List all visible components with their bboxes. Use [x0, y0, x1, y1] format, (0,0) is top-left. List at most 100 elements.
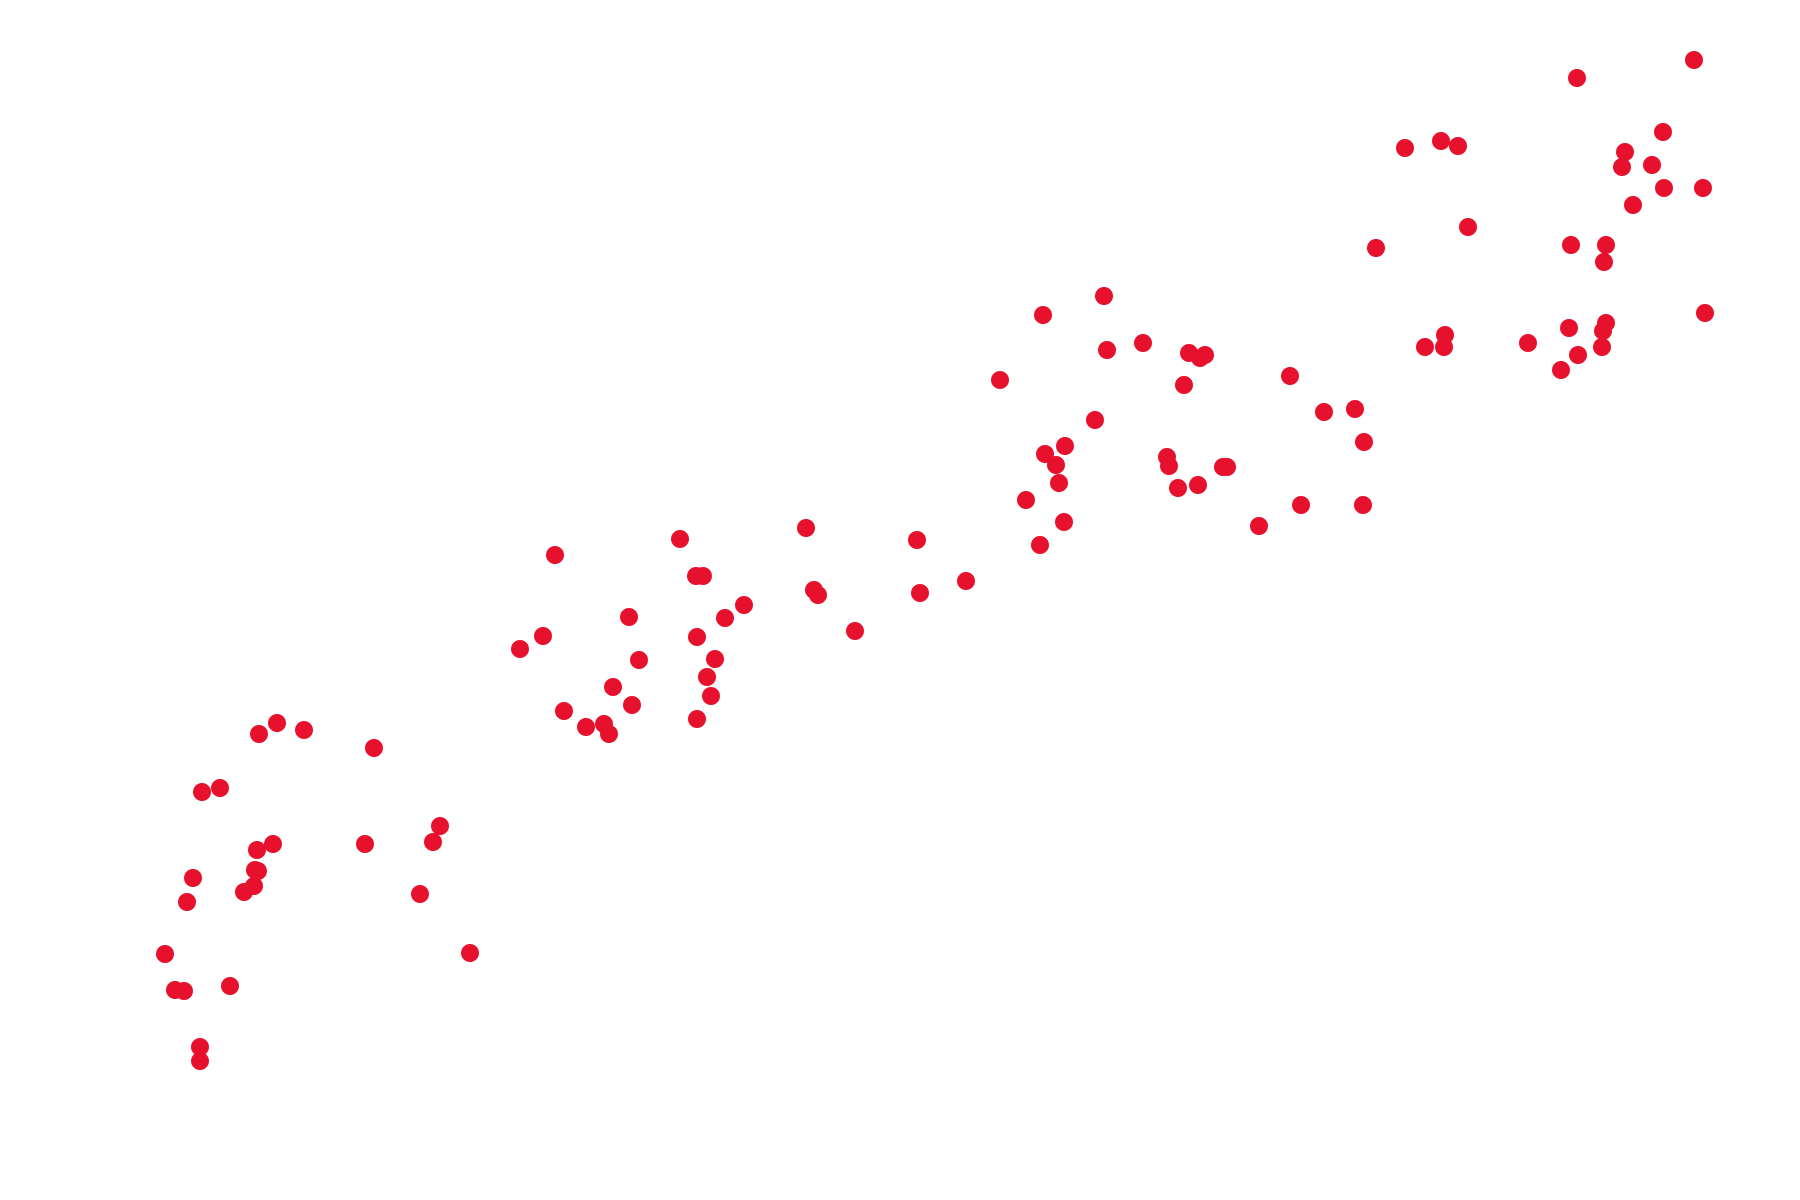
scatter-point — [411, 885, 429, 903]
scatter-point — [248, 841, 266, 859]
scatter-point — [1560, 319, 1578, 337]
scatter-point — [671, 530, 689, 548]
scatter-point — [175, 982, 193, 1000]
scatter-point — [1696, 304, 1714, 322]
scatter-point — [178, 893, 196, 911]
scatter-point — [356, 835, 374, 853]
scatter-point — [702, 687, 720, 705]
scatter-point — [1694, 179, 1712, 197]
scatter-point — [716, 609, 734, 627]
scatter-point — [1017, 491, 1035, 509]
scatter-point — [1134, 334, 1152, 352]
scatter-point — [249, 862, 267, 880]
scatter-point — [1098, 341, 1116, 359]
scatter-point — [1436, 326, 1454, 344]
scatter-point — [193, 783, 211, 801]
scatter-point — [1396, 139, 1414, 157]
scatter-point — [1416, 338, 1434, 356]
scatter-point — [623, 696, 641, 714]
scatter-point — [461, 944, 479, 962]
scatter-point — [191, 1052, 209, 1070]
scatter-point — [245, 877, 263, 895]
scatter-point — [1034, 306, 1052, 324]
scatter-point — [1169, 479, 1187, 497]
scatter-point — [264, 835, 282, 853]
scatter-point — [1569, 346, 1587, 364]
scatter-point — [846, 622, 864, 640]
scatter-point — [735, 596, 753, 614]
scatter-point — [1160, 457, 1178, 475]
scatter-point — [250, 725, 268, 743]
scatter-point — [1449, 137, 1467, 155]
scatter-point — [1036, 445, 1054, 463]
scatter-point — [1597, 236, 1615, 254]
scatter-point — [1432, 132, 1450, 150]
scatter-point — [1593, 338, 1611, 356]
scatter-point — [600, 725, 618, 743]
scatter-point — [1643, 156, 1661, 174]
scatter-point — [604, 678, 622, 696]
scatter-point — [991, 371, 1009, 389]
scatter-point — [534, 627, 552, 645]
scatter-point — [1655, 179, 1673, 197]
scatter-point — [1086, 411, 1104, 429]
scatter-point — [911, 584, 929, 602]
scatter-point — [1346, 400, 1364, 418]
scatter-point — [1613, 158, 1631, 176]
scatter-point — [620, 608, 638, 626]
scatter-point — [694, 567, 712, 585]
scatter-point — [1281, 367, 1299, 385]
scatter-point — [957, 572, 975, 590]
scatter-point — [809, 586, 827, 604]
scatter-point — [688, 628, 706, 646]
scatter-point — [908, 531, 926, 549]
scatter-point — [1459, 218, 1477, 236]
scatter-point — [577, 718, 595, 736]
scatter-point — [1624, 196, 1642, 214]
scatter-point — [688, 710, 706, 728]
scatter-point — [1616, 143, 1634, 161]
scatter-point — [1095, 287, 1113, 305]
scatter-point — [1250, 517, 1268, 535]
scatter-point — [221, 977, 239, 995]
scatter-point — [1595, 253, 1613, 271]
scatter-point — [431, 817, 449, 835]
scatter-point — [1568, 69, 1586, 87]
scatter-point — [1196, 346, 1214, 364]
scatter-point — [365, 739, 383, 757]
scatter-point — [1189, 476, 1207, 494]
scatter-point — [1552, 361, 1570, 379]
scatter-point — [1218, 458, 1236, 476]
scatter-point — [1175, 376, 1193, 394]
scatter-point — [1056, 437, 1074, 455]
scatter-point — [1050, 474, 1068, 492]
scatter-point — [1031, 536, 1049, 554]
scatter-point — [1654, 123, 1672, 141]
scatter-point — [1315, 403, 1333, 421]
scatter-point — [546, 546, 564, 564]
scatter-point — [630, 651, 648, 669]
scatter-point — [1292, 496, 1310, 514]
scatter-point — [1047, 456, 1065, 474]
scatter-point — [797, 519, 815, 537]
scatter-point — [1597, 314, 1615, 332]
scatter-point — [191, 1038, 209, 1056]
scatter-point — [184, 869, 202, 887]
scatter-point — [295, 721, 313, 739]
scatter-point — [698, 668, 716, 686]
scatter-point — [1055, 513, 1073, 531]
scatter-point — [1355, 433, 1373, 451]
scatter-point — [1562, 236, 1580, 254]
scatter-point — [706, 650, 724, 668]
scatter-point — [424, 833, 442, 851]
scatter-point — [1354, 496, 1372, 514]
scatter-points — [156, 51, 1714, 1070]
scatter-point — [156, 945, 174, 963]
scatter-point — [268, 714, 286, 732]
scatter-point — [1367, 239, 1385, 257]
scatter-point — [511, 640, 529, 658]
scatter-point — [1685, 51, 1703, 69]
scatter-point — [211, 779, 229, 797]
